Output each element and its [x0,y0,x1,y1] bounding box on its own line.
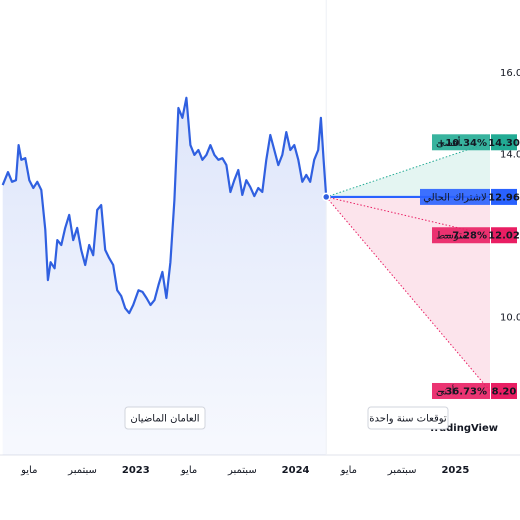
forecast-name: لاشتراك الحالي [423,192,487,203]
forecast-change: −36.73% [437,386,487,397]
forecast-label-box [432,382,490,399]
forecast-label-box [420,188,490,205]
forecast-label-box [432,227,490,244]
y-tick-label: 10.00 [500,313,520,324]
forecast-change: +10.34% [437,138,487,149]
annotation-box [367,406,449,430]
x-tick-label: سبتمبر [227,465,257,476]
forecast-value: 14.30 [488,138,520,149]
x-tick-label: 2025 [441,465,469,476]
forecast-value: 12.02 [488,231,520,242]
forecast-name: متوسط [436,231,467,242]
forecast-value-box [491,134,517,151]
annotation-box [124,406,206,430]
forecast-value-box [491,188,517,205]
forecast-line [326,141,491,198]
x-tick-label: 2023 [122,465,150,476]
x-tick-label: مايو [340,465,357,476]
x-tick-label: مايو [20,465,37,476]
forecast-line [325,196,491,392]
x-tick-label: سبتمبر [67,465,97,476]
forecast-value: 8.20 [492,386,517,397]
price-line [1,96,328,315]
forecast-label-box [432,134,490,151]
last-point [321,192,331,202]
x-tick-label: مايو [180,465,197,476]
forecast-value: 12.96 [488,192,520,203]
forecast-value-box [491,227,517,244]
y-tick-label: 14.00 [500,150,520,161]
forecast-up-area [326,142,490,197]
forecast-name: أدنى [436,384,455,397]
history-area [2,97,327,456]
annotation-text: العامان الماضيان [130,414,199,425]
forecast-change: −7.28% [444,231,487,242]
forecast-value-box [491,382,517,399]
annotation-text: توقعات سنة واحدة [369,414,447,425]
logo: TradingView [429,423,498,434]
forecast-name: أقصى [436,136,461,149]
x-tick-label: 2024 [282,465,310,476]
y-tick-label: 16.00 [500,68,520,79]
x-tick-label: سبتمبر [387,465,417,476]
